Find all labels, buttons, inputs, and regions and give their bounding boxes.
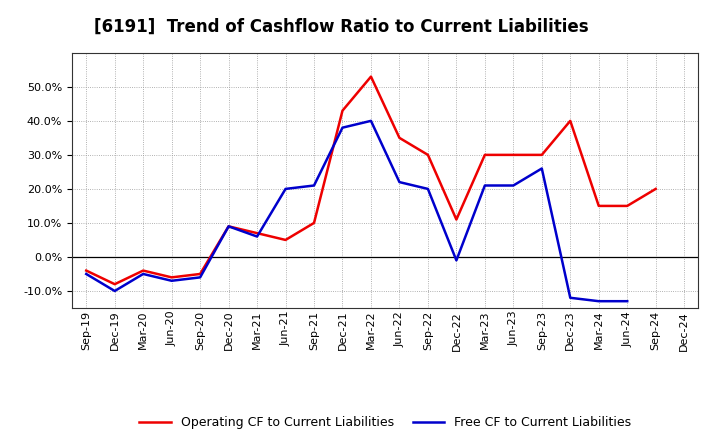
Free CF to Current Liabilities <box>423 186 432 191</box>
Free CF to Current Liabilities <box>452 258 461 263</box>
Operating CF to Current Liabilities <box>82 268 91 273</box>
Line: Free CF to Current Liabilities: Free CF to Current Liabilities <box>86 121 627 301</box>
Free CF to Current Liabilities <box>395 180 404 185</box>
Free CF to Current Liabilities <box>623 299 631 304</box>
Free CF to Current Liabilities <box>480 183 489 188</box>
Text: [6191]  Trend of Cashflow Ratio to Current Liabilities: [6191] Trend of Cashflow Ratio to Curren… <box>94 18 588 36</box>
Operating CF to Current Liabilities <box>167 275 176 280</box>
Operating CF to Current Liabilities <box>566 118 575 124</box>
Operating CF to Current Liabilities <box>595 203 603 209</box>
Free CF to Current Liabilities <box>310 183 318 188</box>
Operating CF to Current Liabilities <box>310 220 318 226</box>
Operating CF to Current Liabilities <box>139 268 148 273</box>
Free CF to Current Liabilities <box>595 299 603 304</box>
Free CF to Current Liabilities <box>110 288 119 293</box>
Operating CF to Current Liabilities <box>338 108 347 113</box>
Free CF to Current Liabilities <box>253 234 261 239</box>
Free CF to Current Liabilities <box>225 224 233 229</box>
Operating CF to Current Liabilities <box>110 282 119 287</box>
Free CF to Current Liabilities <box>537 166 546 171</box>
Free CF to Current Liabilities <box>196 275 204 280</box>
Free CF to Current Liabilities <box>566 295 575 301</box>
Operating CF to Current Liabilities <box>452 217 461 222</box>
Operating CF to Current Liabilities <box>395 135 404 140</box>
Operating CF to Current Liabilities <box>253 231 261 236</box>
Operating CF to Current Liabilities <box>282 237 290 242</box>
Free CF to Current Liabilities <box>509 183 518 188</box>
Legend: Operating CF to Current Liabilities, Free CF to Current Liabilities: Operating CF to Current Liabilities, Fre… <box>135 411 636 434</box>
Free CF to Current Liabilities <box>139 271 148 277</box>
Free CF to Current Liabilities <box>282 186 290 191</box>
Operating CF to Current Liabilities <box>509 152 518 158</box>
Operating CF to Current Liabilities <box>423 152 432 158</box>
Operating CF to Current Liabilities <box>225 224 233 229</box>
Operating CF to Current Liabilities <box>652 186 660 191</box>
Operating CF to Current Liabilities <box>537 152 546 158</box>
Line: Operating CF to Current Liabilities: Operating CF to Current Liabilities <box>86 77 656 284</box>
Free CF to Current Liabilities <box>167 278 176 283</box>
Operating CF to Current Liabilities <box>480 152 489 158</box>
Free CF to Current Liabilities <box>82 271 91 277</box>
Operating CF to Current Liabilities <box>623 203 631 209</box>
Operating CF to Current Liabilities <box>196 271 204 277</box>
Free CF to Current Liabilities <box>338 125 347 130</box>
Free CF to Current Liabilities <box>366 118 375 124</box>
Operating CF to Current Liabilities <box>366 74 375 79</box>
